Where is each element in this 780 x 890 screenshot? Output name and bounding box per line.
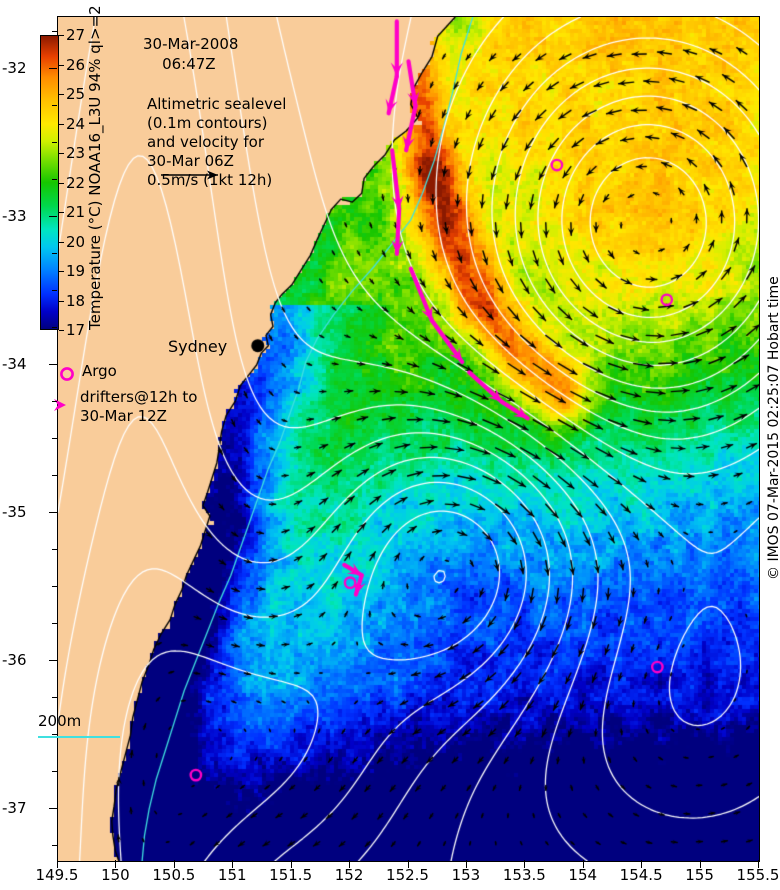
y-axis-minor-tick bbox=[52, 289, 57, 291]
x-axis-tick bbox=[407, 860, 409, 868]
x-axis-tick-label: 155.5 bbox=[736, 866, 780, 884]
x-axis-tick bbox=[641, 860, 643, 868]
y-axis-minor-tick bbox=[52, 67, 57, 69]
y-axis-minor-tick bbox=[52, 808, 57, 810]
x-axis-tick-label: 150 bbox=[101, 866, 130, 884]
y-axis-minor-tick bbox=[52, 660, 57, 662]
x-axis-tick bbox=[173, 860, 175, 868]
y-axis-minor-tick bbox=[52, 475, 57, 477]
colorbar-tick-label: 20 bbox=[66, 232, 86, 251]
x-axis-tick-label: 154.5 bbox=[619, 866, 663, 884]
x-axis-tick bbox=[57, 860, 58, 868]
legend-drifter: drifters@12h to 30-Mar 12Z bbox=[52, 388, 272, 430]
x-axis-tick bbox=[349, 860, 351, 868]
x-axis-tick bbox=[758, 860, 759, 868]
y-axis-minor-tick bbox=[52, 586, 57, 588]
colorbar-tick-label: 26 bbox=[66, 55, 86, 74]
bathymetry-line-swatch bbox=[38, 736, 120, 738]
x-axis-tick bbox=[524, 860, 526, 868]
colorbar-tick bbox=[59, 94, 64, 95]
colorbar-tick-label: 22 bbox=[66, 173, 86, 192]
copyright-notice: © IMOS 07-Mar-2015 02:25:07 Hobart time bbox=[766, 276, 780, 580]
x-axis-tick bbox=[699, 860, 701, 868]
legend-drifter-label: drifters@12h to 30-Mar 12Z bbox=[80, 388, 198, 425]
colorbar-tick-label: 27 bbox=[66, 26, 86, 44]
x-axis-tick-label: 151.5 bbox=[269, 866, 313, 884]
y-axis-minor-tick bbox=[52, 845, 57, 847]
legend-argo-label: Argo bbox=[82, 362, 117, 380]
colorbar-tick-label: 21 bbox=[66, 203, 86, 221]
x-axis-tick bbox=[582, 860, 584, 868]
colorbar-tick-label: 19 bbox=[66, 262, 86, 280]
drifter-arrow-icon bbox=[54, 399, 66, 411]
bathymetry-key: 200m bbox=[38, 712, 158, 742]
x-axis-tick-label: 149.5 bbox=[35, 866, 79, 884]
y-axis-minor-tick bbox=[52, 104, 57, 106]
y-axis-minor-tick bbox=[52, 438, 57, 439]
date-line-2: 06:47Z bbox=[143, 55, 216, 73]
colorbar: 17 18 19 20 21 22 23 24 25 26 27 bbox=[40, 26, 85, 339]
y-axis-tick-label: -36 bbox=[2, 651, 27, 670]
y-axis-minor-tick bbox=[52, 623, 57, 625]
x-axis-tick-label: 150.5 bbox=[152, 866, 196, 884]
date-stamp: 30-Mar-2008 06:47Z bbox=[143, 34, 238, 74]
x-axis-tick-label: 152.5 bbox=[386, 866, 429, 884]
y-axis-tick-label: -32 bbox=[2, 58, 27, 77]
y-axis-tick-label: -35 bbox=[2, 503, 27, 522]
date-line-1: 30-Mar-2008 bbox=[143, 35, 239, 53]
legend-argo: Argo bbox=[58, 362, 258, 382]
y-axis-minor-tick bbox=[52, 549, 57, 551]
y-axis-minor-tick bbox=[52, 400, 57, 402]
y-axis-minor-tick bbox=[52, 141, 57, 143]
colorbar-gradient bbox=[40, 35, 59, 330]
x-axis-tick bbox=[465, 860, 467, 868]
colorbar-tick-label: 18 bbox=[66, 291, 86, 310]
colorbar-tick bbox=[59, 35, 64, 36]
x-axis-tick-label: 154 bbox=[568, 866, 598, 884]
colorbar-tick-label: 17 bbox=[66, 321, 86, 339]
colorbar-tick bbox=[59, 300, 64, 302]
reference-velocity-arrow-icon bbox=[161, 170, 218, 180]
y-axis-minor-tick bbox=[52, 363, 57, 365]
y-axis-tick-label: -33 bbox=[2, 206, 27, 225]
x-axis-tick-label: 153 bbox=[451, 866, 481, 884]
sst-map-canvas bbox=[58, 17, 759, 861]
colorbar-tick bbox=[59, 64, 64, 66]
y-axis-tick-label: -34 bbox=[2, 354, 27, 373]
colorbar-tick bbox=[59, 330, 64, 331]
y-axis-minor-tick bbox=[52, 697, 57, 699]
x-axis-tick bbox=[290, 860, 292, 868]
y-axis-minor-tick bbox=[52, 215, 57, 217]
colorbar-tick-label: 25 bbox=[66, 85, 86, 103]
y-axis-minor-tick bbox=[52, 326, 57, 328]
x-axis-tick-label: 151 bbox=[217, 866, 247, 884]
colorbar-tick bbox=[59, 153, 64, 154]
colorbar-tick-label: 23 bbox=[66, 144, 86, 162]
x-axis-tick bbox=[232, 860, 234, 868]
y-axis-minor-tick bbox=[52, 30, 57, 32]
colorbar-tick bbox=[59, 212, 64, 213]
colorbar-tick bbox=[59, 241, 64, 243]
colorbar-tick-label: 24 bbox=[66, 114, 86, 133]
bathymetry-label: 200m bbox=[38, 712, 82, 730]
y-axis-minor-tick bbox=[52, 771, 57, 773]
x-axis-tick-label: 153.5 bbox=[502, 866, 546, 884]
y-axis-minor-tick bbox=[52, 252, 57, 254]
y-axis-minor-tick bbox=[52, 512, 57, 514]
city-label-sydney: Sydney bbox=[168, 337, 228, 356]
colorbar-tick bbox=[59, 182, 64, 184]
argo-circle-icon bbox=[60, 367, 74, 381]
y-axis-minor-tick bbox=[52, 178, 57, 180]
y-axis-minor-tick bbox=[52, 734, 57, 736]
y-axis-tick-label: -37 bbox=[2, 799, 27, 818]
x-axis-tick bbox=[115, 860, 117, 868]
colorbar-tick bbox=[59, 271, 64, 272]
x-axis-tick-label: 152 bbox=[334, 866, 364, 884]
x-axis-tick-label: 155 bbox=[685, 866, 714, 884]
colorbar-tick bbox=[59, 123, 64, 125]
map-plot-frame bbox=[57, 16, 760, 862]
